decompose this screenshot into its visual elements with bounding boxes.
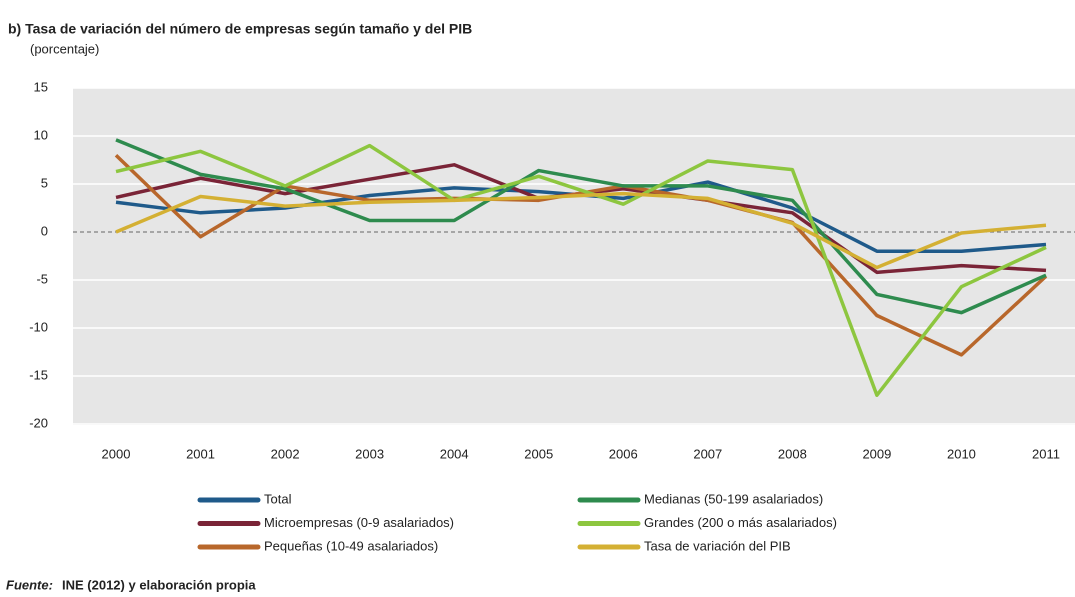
y-tick-label: 5 [41, 175, 48, 190]
chart-title: b) Tasa de variación del número de empre… [8, 21, 472, 37]
x-tick-label: 2004 [440, 446, 469, 461]
x-tick-label: 2010 [947, 446, 976, 461]
x-tick-label: 2000 [102, 446, 131, 461]
source-text: INE (2012) y elaboración propia [62, 577, 256, 592]
legend-label: Grandes (200 o más asalariados) [644, 515, 837, 530]
series-line [115, 191, 1047, 270]
y-tick-label: 15 [34, 79, 48, 94]
series-line [115, 143, 1047, 397]
plot-background [73, 88, 1075, 425]
x-tick-label: 2009 [862, 446, 891, 461]
y-tick-label: -5 [36, 271, 48, 286]
y-tick-label: 0 [41, 223, 48, 238]
x-tick-label: 2005 [524, 446, 553, 461]
legend-label: Tasa de variación del PIB [644, 538, 791, 553]
series-line [114, 153, 1048, 357]
x-tick-label: 2008 [778, 446, 807, 461]
x-tick-label: 2011 [1032, 446, 1060, 461]
legend-label: Microempresas (0-9 asalariados) [264, 515, 454, 530]
y-tick-label: -10 [29, 319, 48, 334]
chart-subtitle: (porcentaje) [30, 41, 99, 56]
legend-label: Medianas (50-199 asalariados) [644, 491, 823, 506]
x-tick-label: 2007 [693, 446, 722, 461]
y-tick-label: -20 [29, 415, 48, 430]
source-label: Fuente: [6, 577, 53, 592]
x-tick-label: 2003 [355, 446, 384, 461]
y-tick-label: -15 [29, 367, 48, 382]
x-tick-label: 2006 [609, 446, 638, 461]
legend-label: Pequeñas (10-49 asalariados) [264, 538, 438, 553]
legend-label: Total [264, 491, 292, 506]
x-tick-label: 2002 [271, 446, 300, 461]
x-tick-label: 2001 [186, 446, 215, 461]
series-line [115, 138, 1047, 315]
y-tick-label: 10 [34, 127, 48, 142]
